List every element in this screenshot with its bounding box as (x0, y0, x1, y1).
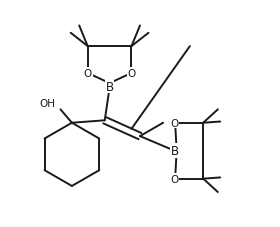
Text: OH: OH (39, 99, 55, 109)
Text: O: O (170, 174, 178, 184)
Text: O: O (127, 69, 136, 79)
Text: O: O (84, 69, 92, 79)
Text: B: B (106, 80, 114, 93)
Text: O: O (170, 118, 178, 128)
Text: B: B (171, 145, 179, 158)
